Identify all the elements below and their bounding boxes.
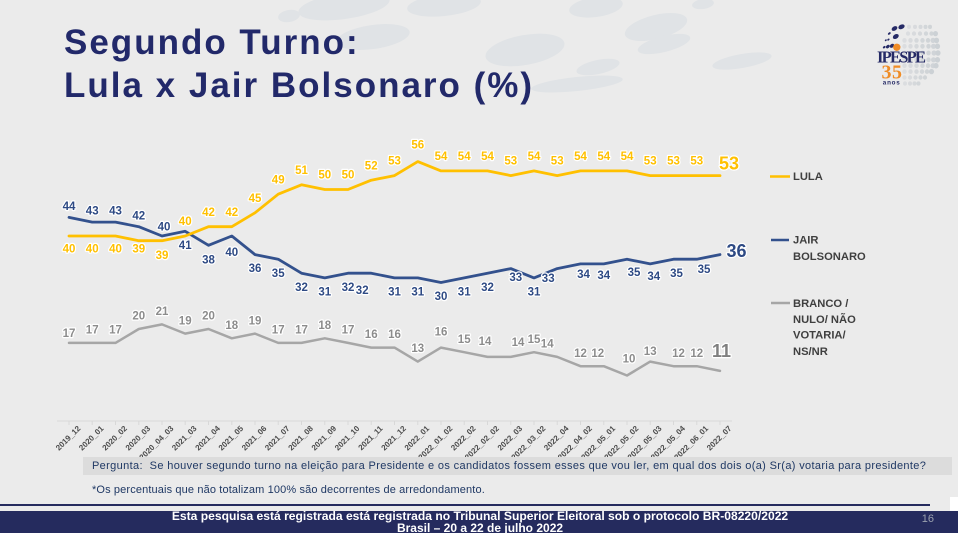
svg-text:50: 50: [342, 170, 355, 182]
svg-text:36: 36: [726, 241, 746, 261]
svg-text:BOLSONARO: BOLSONARO: [793, 251, 866, 263]
svg-text:17: 17: [63, 328, 76, 340]
svg-text:34: 34: [647, 271, 660, 283]
svg-text:18: 18: [225, 320, 238, 332]
svg-text:38: 38: [202, 255, 215, 267]
svg-text:34: 34: [577, 269, 590, 281]
svg-text:12: 12: [574, 348, 587, 360]
svg-text:51: 51: [295, 165, 308, 177]
svg-text:NULO/ NÃO: NULO/ NÃO: [793, 313, 856, 326]
svg-text:17: 17: [109, 325, 122, 337]
svg-text:54: 54: [621, 151, 634, 163]
svg-text:19: 19: [179, 315, 192, 327]
svg-text:21: 21: [156, 306, 169, 318]
svg-text:32: 32: [295, 282, 308, 294]
svg-text:17: 17: [295, 325, 308, 337]
svg-text:VOTARIA/: VOTARIA/: [793, 330, 846, 342]
svg-text:15: 15: [528, 334, 541, 346]
svg-text:32: 32: [356, 285, 369, 297]
svg-text:49: 49: [272, 174, 285, 186]
svg-text:42: 42: [225, 207, 238, 219]
svg-text:16: 16: [435, 327, 448, 339]
svg-text:45: 45: [249, 193, 262, 205]
svg-text:43: 43: [109, 206, 122, 218]
svg-text:20: 20: [132, 311, 145, 323]
svg-text:41: 41: [179, 240, 192, 252]
svg-text:31: 31: [458, 287, 471, 299]
svg-text:14: 14: [479, 336, 492, 348]
svg-text:14: 14: [541, 339, 554, 351]
svg-text:42: 42: [202, 207, 215, 219]
svg-text:40: 40: [179, 216, 192, 228]
svg-text:35: 35: [272, 268, 285, 280]
svg-text:31: 31: [388, 287, 401, 299]
svg-text:54: 54: [435, 151, 448, 163]
svg-text:56: 56: [411, 140, 424, 152]
svg-text:53: 53: [667, 156, 680, 168]
svg-text:31: 31: [528, 287, 541, 299]
svg-text:JAIR: JAIR: [793, 235, 819, 247]
svg-text:54: 54: [597, 151, 610, 163]
svg-text:17: 17: [86, 325, 99, 337]
svg-text:35: 35: [882, 61, 903, 83]
svg-text:30: 30: [435, 291, 448, 303]
svg-text:NS/NR: NS/NR: [793, 346, 828, 358]
svg-text:16: 16: [365, 329, 378, 341]
svg-text:54: 54: [458, 151, 471, 163]
svg-text:53: 53: [551, 156, 564, 168]
svg-text:40: 40: [158, 222, 171, 234]
svg-text:2022_07: 2022_07: [705, 424, 734, 453]
svg-text:12: 12: [690, 348, 703, 360]
svg-text:14: 14: [512, 337, 525, 349]
svg-text:53: 53: [644, 156, 657, 168]
svg-text:LULA: LULA: [793, 171, 823, 183]
svg-text:16: 16: [388, 329, 401, 341]
svg-text:20: 20: [202, 311, 215, 323]
svg-text:31: 31: [411, 287, 424, 299]
svg-text:33: 33: [542, 273, 555, 285]
svg-text:13: 13: [411, 343, 424, 355]
svg-text:35: 35: [670, 268, 683, 280]
svg-text:40: 40: [63, 244, 76, 256]
svg-text:10: 10: [623, 354, 636, 366]
svg-text:32: 32: [481, 282, 494, 294]
svg-text:53: 53: [719, 154, 739, 174]
svg-text:54: 54: [528, 151, 541, 163]
svg-text:13: 13: [644, 346, 657, 358]
svg-text:53: 53: [388, 156, 401, 168]
svg-text:50: 50: [318, 170, 331, 182]
svg-text:43: 43: [86, 206, 99, 218]
svg-text:40: 40: [109, 244, 122, 256]
svg-text:32: 32: [342, 282, 355, 294]
svg-text:15: 15: [458, 334, 471, 346]
svg-text:34: 34: [597, 270, 610, 282]
svg-text:17: 17: [272, 325, 285, 337]
svg-text:12: 12: [672, 348, 685, 360]
svg-text:IPESPE: IPESPE: [877, 47, 926, 66]
svg-text:11: 11: [712, 341, 731, 361]
svg-text:18: 18: [318, 320, 331, 332]
svg-text:17: 17: [342, 325, 355, 337]
svg-text:33: 33: [509, 272, 522, 284]
svg-text:35: 35: [628, 267, 641, 279]
svg-text:anos: anos: [883, 80, 900, 87]
svg-text:40: 40: [86, 244, 99, 256]
svg-text:12: 12: [591, 348, 604, 360]
svg-text:54: 54: [481, 151, 494, 163]
svg-text:35: 35: [698, 264, 711, 276]
svg-text:54: 54: [574, 151, 587, 163]
svg-text:53: 53: [690, 156, 703, 168]
svg-text:39: 39: [156, 250, 169, 262]
svg-text:53: 53: [504, 156, 517, 168]
svg-text:2021_10: 2021_10: [333, 424, 362, 453]
svg-text:36: 36: [249, 263, 262, 275]
svg-text:52: 52: [365, 160, 378, 172]
svg-text:39: 39: [132, 244, 145, 256]
svg-text:31: 31: [318, 287, 331, 299]
svg-text:44: 44: [63, 201, 76, 213]
svg-text:19: 19: [249, 315, 262, 327]
svg-text:40: 40: [225, 247, 238, 259]
svg-text:42: 42: [132, 210, 145, 222]
svg-text:BRANCO /: BRANCO /: [793, 298, 848, 310]
